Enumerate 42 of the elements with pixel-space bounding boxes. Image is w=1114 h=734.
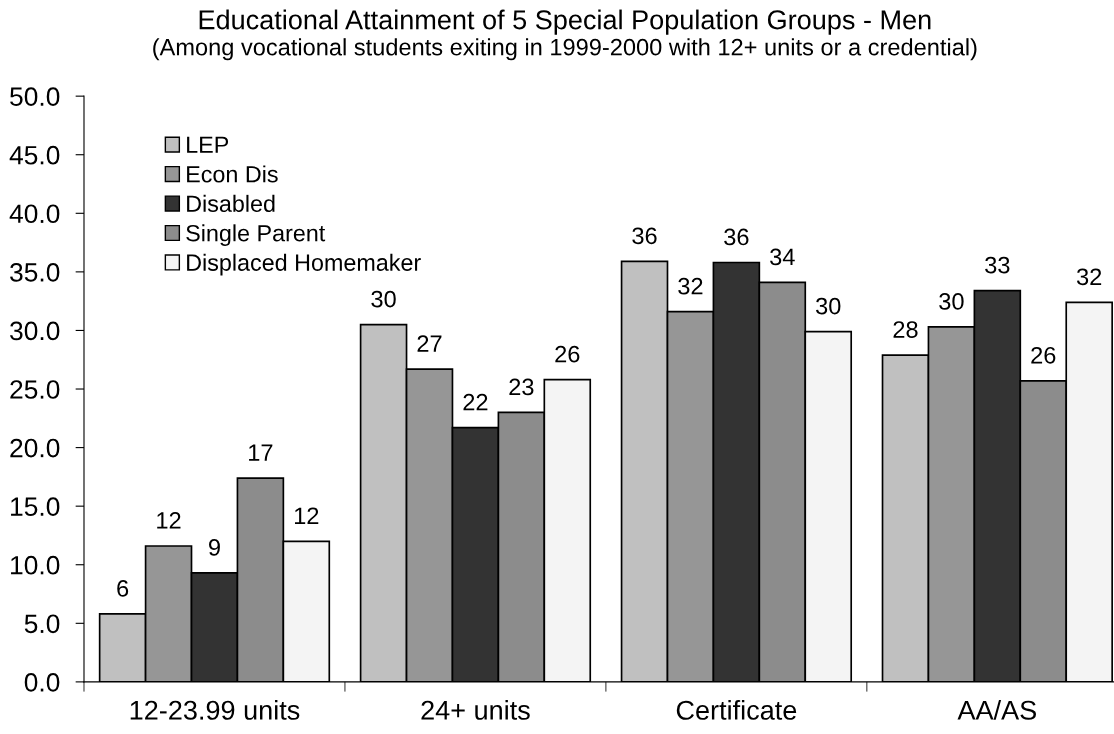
y-tick-label: 45.0: [9, 145, 60, 165]
legend-label: Disabled: [187, 194, 275, 212]
x-tick-label: Certificate: [676, 699, 797, 720]
data-label: 6: [117, 580, 129, 597]
y-tick-label: 15.0: [11, 497, 60, 516]
data-label: 36: [724, 228, 749, 246]
data-label: 28: [893, 321, 918, 338]
data-label: 27: [417, 335, 442, 352]
data-label: 12: [295, 507, 319, 524]
data-label: 34: [770, 248, 795, 266]
data-label: 30: [816, 297, 841, 315]
data-label: 12: [157, 512, 181, 529]
y-tick-label: 0.0: [24, 673, 60, 692]
y-tick-label: 50.0: [10, 87, 60, 106]
y-tick-label: 20.0: [10, 438, 60, 458]
data-label: 30: [371, 290, 396, 308]
y-tick-label: 25.0: [10, 380, 60, 399]
data-label: 30: [939, 293, 964, 310]
y-tick-label: 5.0: [24, 614, 60, 634]
legend-label: LEP: [187, 136, 229, 153]
x-tick-label: 24+ units: [421, 699, 530, 720]
y-tick-label: 40.0: [9, 204, 60, 224]
data-label: 9: [209, 539, 220, 556]
data-label: 17: [249, 444, 273, 461]
data-label: 22: [463, 393, 488, 411]
y-tick-label: 10.0: [11, 555, 60, 575]
chart-subtitle: (Among vocational students exiting in 1999-2000 with 12+ units or a credential): [153, 38, 977, 61]
legend-label: Econ Dis: [187, 165, 278, 183]
y-tick-label: 30.0: [10, 321, 60, 341]
data-label: 36: [632, 227, 657, 245]
data-label: 26: [1031, 346, 1056, 364]
data-label: 32: [678, 277, 703, 295]
x-tick-label: AA/AS: [957, 699, 1036, 720]
data-label: 26: [555, 345, 580, 363]
legend-label: Single Parent: [186, 224, 326, 247]
data-label: 32: [1076, 268, 1102, 286]
x-tick-label: 12-23.99 units: [130, 699, 300, 720]
data-label: 23: [509, 378, 534, 396]
data-label: 33: [985, 256, 1010, 274]
chart-title: Educational Attainment of 5 Special Population Groups - Men: [199, 9, 931, 35]
y-tick-label: 35.0: [10, 263, 60, 282]
legend-label: Displaced Homemaker: [187, 253, 421, 276]
